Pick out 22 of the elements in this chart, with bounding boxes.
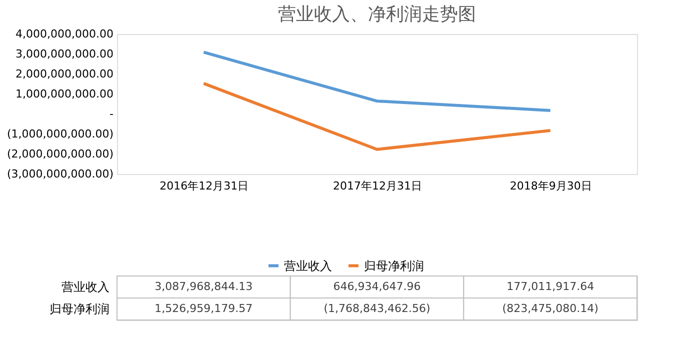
legend-label: 归母净利润 bbox=[364, 258, 424, 273]
data-label: (823,475,080.14) bbox=[502, 302, 598, 315]
y-tick-label: 1,000,000,000.00 bbox=[16, 88, 114, 100]
text: 归母净利润 bbox=[50, 302, 110, 316]
y-tick-label: (2,000,000,000.00) bbox=[6, 148, 114, 160]
chart-title: 营业收入、净利润走势图 bbox=[278, 4, 476, 25]
data-label: (1,768,843,462.56) bbox=[324, 302, 430, 315]
x-tick-label: 2016年12月31日 bbox=[160, 180, 249, 192]
y-tick-label: - bbox=[110, 108, 114, 120]
y-tick-label: (3,000,000,000.00) bbox=[6, 168, 114, 180]
y-tick-label: 4,000,000,000.00 bbox=[16, 28, 114, 40]
text: 营业收入 bbox=[62, 280, 110, 294]
y-tick-label: 2,000,000,000.00 bbox=[16, 68, 114, 80]
data-label: 1,526,959,179.57 bbox=[154, 302, 253, 315]
x-tick-label: 2018年9月30日 bbox=[510, 180, 592, 192]
y-tick-label: 3,000,000,000.00 bbox=[16, 48, 114, 60]
data-label: 3,087,968,844.13 bbox=[154, 280, 253, 293]
data-label: 646,934,647.96 bbox=[333, 280, 421, 293]
y-tick-label: (1,000,000,000.00) bbox=[6, 128, 114, 140]
x-tick-label: 2017年12月31日 bbox=[333, 180, 422, 192]
data-label: 177,011,917.64 bbox=[506, 280, 594, 293]
legend-label: 营业收入 bbox=[284, 258, 332, 273]
